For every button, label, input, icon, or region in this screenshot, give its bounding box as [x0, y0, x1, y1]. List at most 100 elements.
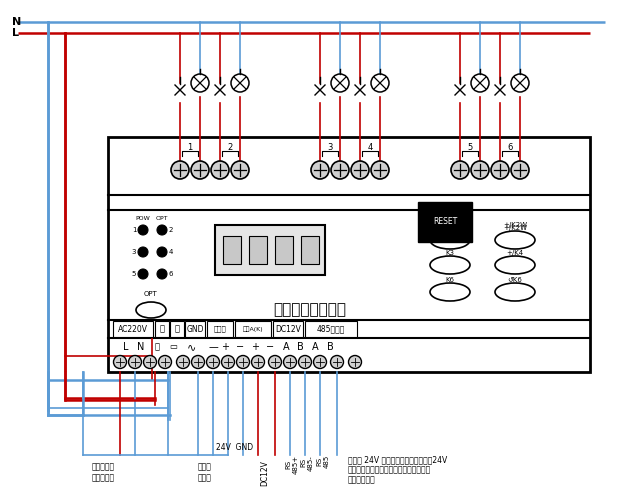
- Text: RS
485: RS 485: [317, 455, 329, 468]
- Text: OPT: OPT: [156, 215, 168, 220]
- Bar: [185, 321, 205, 337]
- Text: 2: 2: [227, 143, 233, 152]
- Text: +/K2W: +/K2W: [503, 222, 527, 228]
- Circle shape: [222, 355, 235, 368]
- Text: 24V  GND: 24V GND: [217, 443, 254, 451]
- Bar: [155, 321, 169, 337]
- Ellipse shape: [495, 231, 535, 249]
- Circle shape: [211, 161, 229, 179]
- Bar: [249, 236, 267, 264]
- Text: A: A: [283, 342, 289, 352]
- Text: DC12V: DC12V: [260, 460, 270, 486]
- Bar: [305, 321, 357, 337]
- Text: RESET: RESET: [433, 217, 457, 227]
- Text: ↺K6: ↺K6: [508, 277, 523, 283]
- Circle shape: [157, 269, 167, 279]
- Text: 断开时模块恢复执行原状态（可选择消防: 断开时模块恢复执行原状态（可选择消防: [348, 465, 431, 474]
- Text: 零: 零: [175, 325, 180, 334]
- Circle shape: [349, 355, 361, 368]
- Text: RS
485-: RS 485-: [300, 455, 314, 471]
- Ellipse shape: [495, 283, 535, 301]
- Circle shape: [157, 247, 167, 257]
- Circle shape: [191, 74, 209, 92]
- Text: 1: 1: [187, 143, 193, 152]
- Circle shape: [207, 355, 220, 368]
- Circle shape: [138, 247, 148, 257]
- Circle shape: [511, 74, 529, 92]
- Text: 5: 5: [468, 143, 473, 152]
- Text: OPT: OPT: [144, 291, 158, 297]
- Text: 消防干接点
或外接总开: 消防干接点 或外接总开: [91, 462, 115, 482]
- Bar: [207, 321, 233, 337]
- Circle shape: [371, 74, 389, 92]
- Bar: [275, 236, 293, 264]
- Bar: [108, 137, 590, 372]
- Text: K3: K3: [446, 250, 454, 256]
- Text: 6: 6: [169, 271, 173, 277]
- Bar: [223, 236, 241, 264]
- Text: 缓变器: 缓变器: [213, 326, 227, 332]
- Text: 6: 6: [507, 143, 513, 152]
- Text: 消弧A(K): 消弧A(K): [243, 326, 264, 332]
- Ellipse shape: [495, 256, 535, 274]
- Circle shape: [128, 355, 141, 368]
- Bar: [170, 321, 184, 337]
- Text: 强启，强切）: 强启，强切）: [348, 475, 376, 484]
- Circle shape: [138, 269, 148, 279]
- Circle shape: [158, 355, 172, 368]
- Text: 当消防 24V 输入时模块强启或强切，24V: 当消防 24V 输入时模块强启或强切，24V: [348, 455, 447, 464]
- Text: B: B: [297, 342, 304, 352]
- Text: DC12V: DC12V: [275, 325, 301, 334]
- Circle shape: [113, 355, 126, 368]
- Text: 2: 2: [169, 227, 173, 233]
- Circle shape: [284, 355, 297, 368]
- Circle shape: [237, 355, 250, 368]
- Ellipse shape: [430, 283, 470, 301]
- Circle shape: [351, 161, 369, 179]
- Circle shape: [138, 225, 148, 235]
- Circle shape: [192, 355, 205, 368]
- Text: L: L: [123, 342, 129, 352]
- Text: L: L: [12, 28, 19, 38]
- Bar: [113, 321, 153, 337]
- Text: —: —: [208, 342, 218, 352]
- Circle shape: [371, 161, 389, 179]
- Text: AC220V: AC220V: [118, 325, 148, 334]
- Circle shape: [511, 161, 529, 179]
- Circle shape: [191, 161, 209, 179]
- Text: +/K4: +/K4: [506, 250, 523, 256]
- Circle shape: [143, 355, 156, 368]
- Text: +: +: [251, 342, 259, 352]
- Circle shape: [177, 355, 190, 368]
- Bar: [215, 225, 325, 275]
- Circle shape: [311, 161, 329, 179]
- Circle shape: [331, 74, 349, 92]
- Text: ⏚: ⏚: [155, 343, 160, 351]
- Text: RS
485+: RS 485+: [285, 455, 299, 474]
- Circle shape: [231, 74, 249, 92]
- Text: B: B: [327, 342, 334, 352]
- Text: +: +: [221, 342, 229, 352]
- Text: 485数据口: 485数据口: [317, 325, 345, 334]
- Text: 4: 4: [169, 249, 173, 255]
- Text: ∿: ∿: [187, 342, 197, 352]
- Circle shape: [471, 74, 489, 92]
- Circle shape: [331, 161, 349, 179]
- Bar: [301, 236, 319, 264]
- Circle shape: [314, 355, 327, 368]
- Text: +/K2W: +/K2W: [503, 225, 527, 231]
- Circle shape: [471, 161, 489, 179]
- Ellipse shape: [136, 302, 166, 318]
- Circle shape: [252, 355, 265, 368]
- Text: N: N: [137, 342, 145, 352]
- Circle shape: [491, 161, 509, 179]
- Text: 3: 3: [327, 143, 332, 152]
- Bar: [273, 321, 303, 337]
- Circle shape: [451, 161, 469, 179]
- Text: POW: POW: [136, 215, 150, 220]
- Text: A: A: [312, 342, 318, 352]
- Text: GND: GND: [187, 325, 203, 334]
- Text: 4: 4: [367, 143, 372, 152]
- Circle shape: [331, 355, 344, 368]
- Text: ▭: ▭: [169, 343, 177, 351]
